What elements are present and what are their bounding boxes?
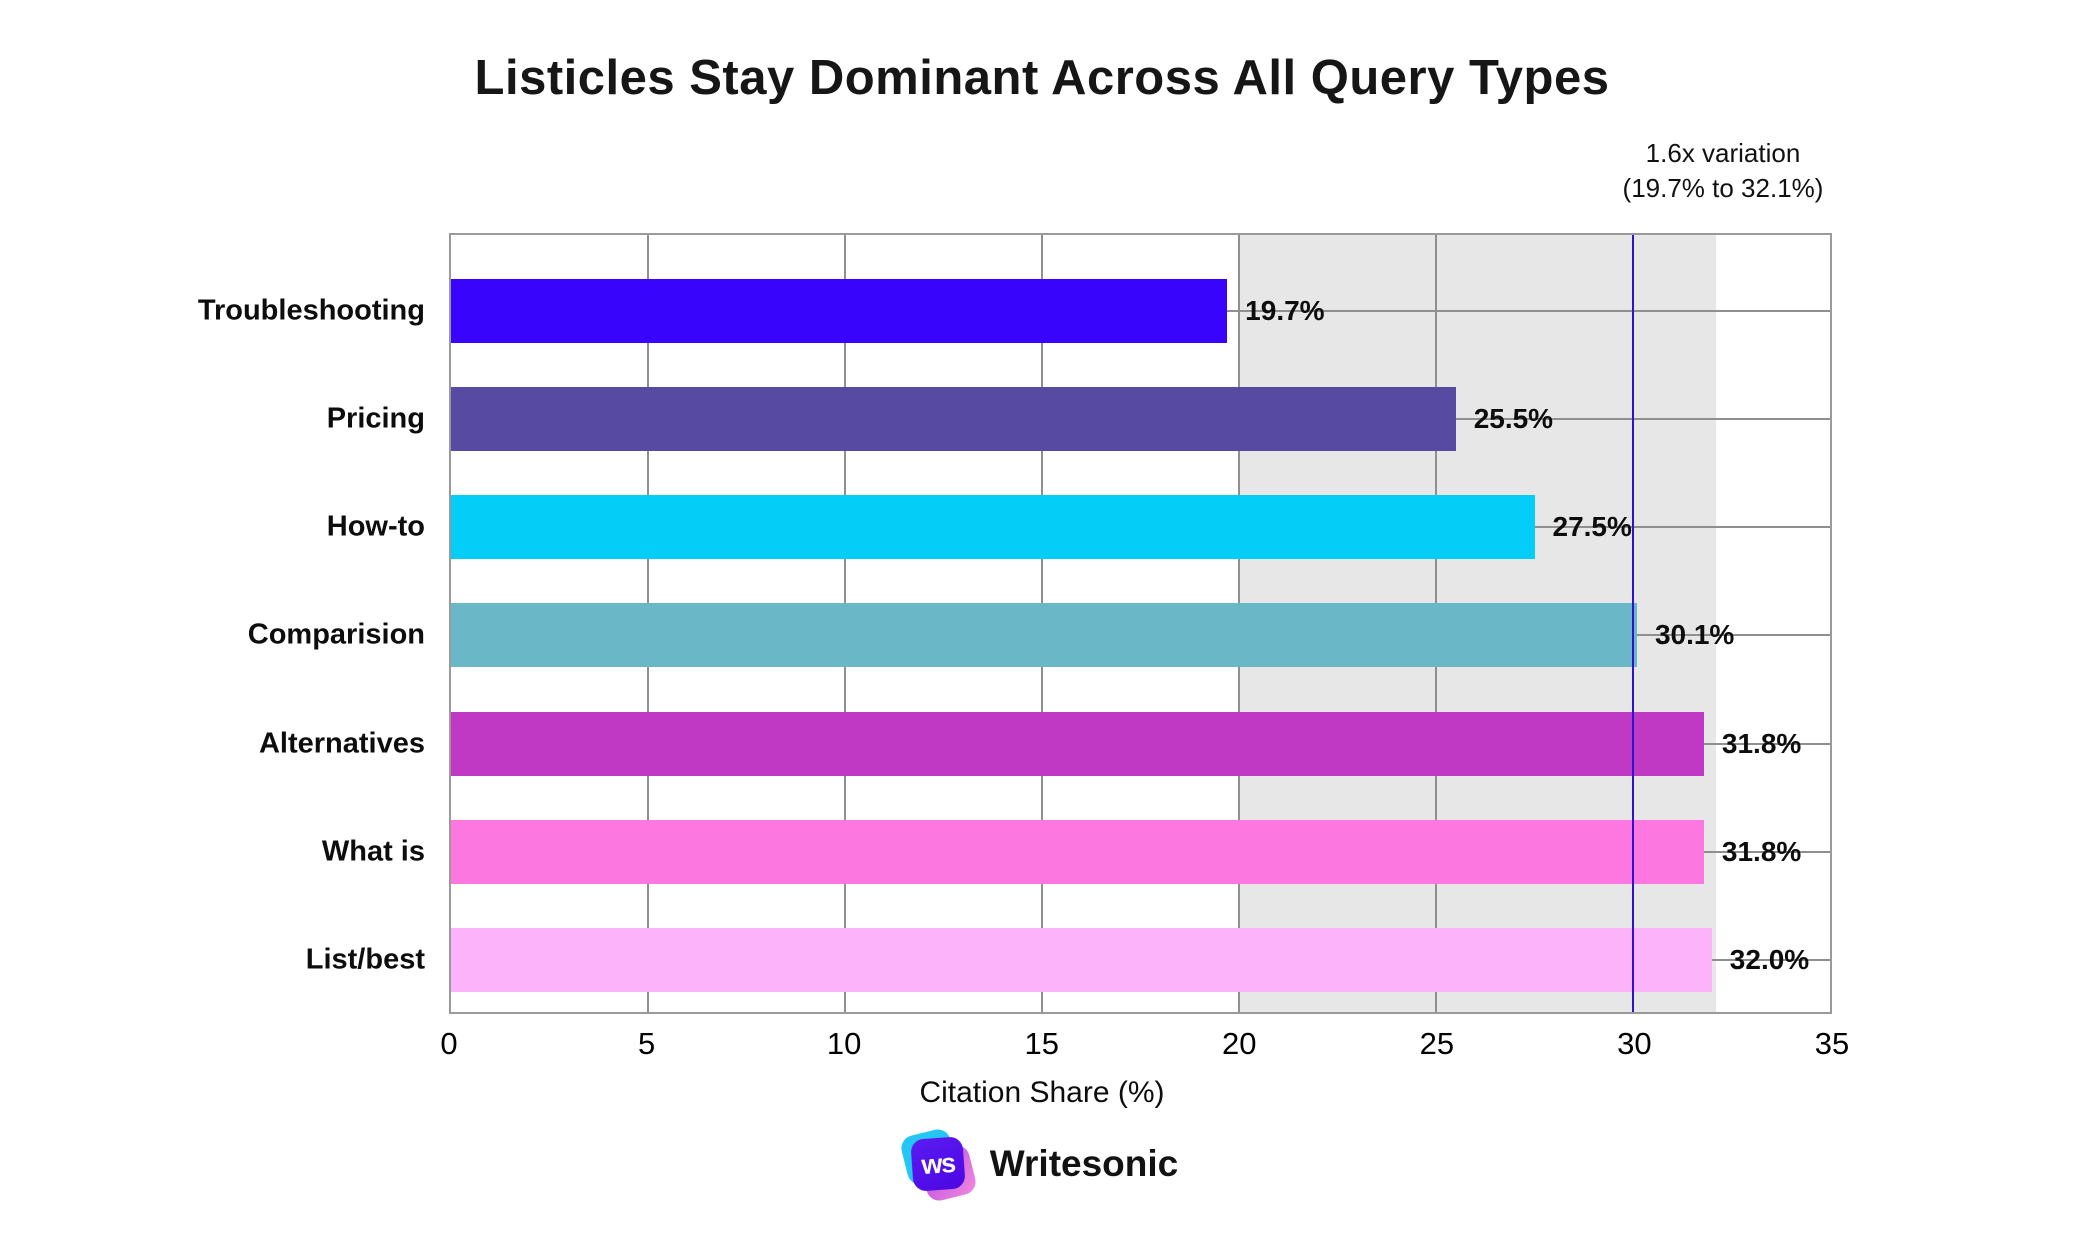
bar-row: Comparision 30.1%: [248, 581, 1830, 689]
value-label: 31.8%: [1721, 835, 1802, 867]
value-label: 32.0%: [1729, 943, 1810, 975]
x-tick-label: 30: [1617, 1026, 1652, 1061]
category-label: List/best: [305, 943, 425, 976]
value-label: 30.1%: [1654, 619, 1735, 651]
bar-row: Alternatives 31.8%: [259, 690, 1830, 798]
bar-alternatives: [451, 711, 1704, 776]
bar-comparision: [451, 603, 1637, 668]
x-axis-label: Citation Share (%): [919, 1076, 1165, 1109]
reference-line: [1632, 235, 1634, 1012]
plot-area: Troubleshooting 19.7% Pricing 25.5% How-to 27…: [198, 233, 1832, 1014]
writesonic-logo-icon: ws: [898, 1126, 979, 1204]
x-tick-label: 10: [826, 1026, 862, 1061]
page-title: Listicles Stay Dominant Across All Query…: [474, 51, 1610, 105]
logo-monogram: ws: [920, 1147, 956, 1180]
bar-troubleshooting: [451, 279, 1228, 344]
category-label: What is: [321, 835, 425, 868]
x-tick-label: 35: [1814, 1026, 1850, 1061]
bar-what-is: [451, 819, 1704, 884]
bar-row: Pricing 25.5%: [327, 365, 1830, 473]
bar-row: Troubleshooting 19.7%: [198, 257, 1830, 365]
x-tick-label: 0: [440, 1026, 458, 1061]
category-label: Troubleshooting: [197, 294, 425, 327]
value-label: 27.5%: [1552, 511, 1632, 543]
footer-brand-bar: ws Writesonic: [0, 1126, 2084, 1204]
annotation-line-1: 1.6x variation: [1645, 138, 1801, 168]
x-axis: 0 5 10 15 20 25 30 35: [440, 1026, 1849, 1068]
x-tick-label: 5: [637, 1026, 656, 1061]
bar-row: List/best 32.0%: [306, 906, 1830, 1014]
value-label: 31.8%: [1721, 727, 1802, 759]
bar-how-to: [451, 495, 1535, 560]
brand-name: Writesonic: [989, 1143, 1179, 1184]
category-label: Alternatives: [258, 727, 425, 760]
category-label: How-to: [326, 510, 425, 543]
logo-front-shape: ws: [910, 1136, 966, 1192]
bar-list-best: [451, 927, 1712, 992]
bar-pricing: [451, 387, 1456, 452]
category-label: Pricing: [326, 402, 425, 435]
x-tick-label: 25: [1419, 1026, 1455, 1061]
x-tick-label: 15: [1024, 1026, 1059, 1061]
x-tick-label: 20: [1222, 1026, 1257, 1061]
bar-row: How-to 27.5%: [327, 473, 1830, 581]
value-label: 25.5%: [1473, 403, 1554, 435]
value-label: 19.7%: [1245, 295, 1325, 327]
bar-row: What is 31.8%: [322, 798, 1830, 906]
category-label: Comparision: [247, 618, 425, 651]
annotation-line-2: (19.7% to 32.1%): [1622, 173, 1824, 204]
bar-rows: Troubleshooting 19.7% Pricing 25.5% How-to 27…: [198, 257, 1830, 1014]
variation-annotation: 1.6x variation (19.7% to 32.1%): [1518, 136, 1928, 206]
